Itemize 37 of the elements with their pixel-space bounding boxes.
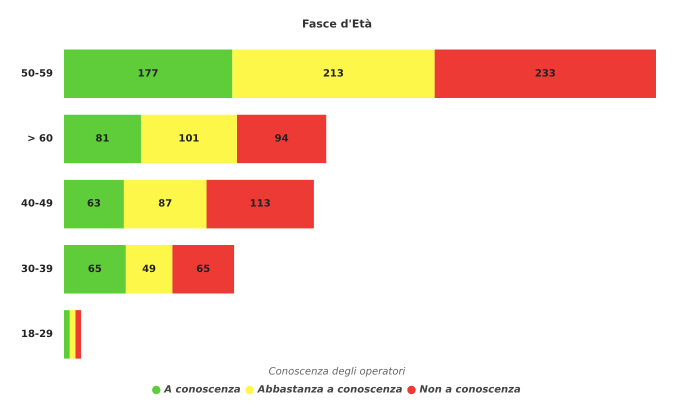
bar [64,180,124,228]
bar [434,50,656,98]
data-label: 233 [534,68,556,80]
chart-title: Fasce d'Età [302,17,372,30]
data-label: 94 [274,134,289,145]
y-tick-label: 50-59 [21,68,54,80]
y-tick-label: > 60 [27,134,54,145]
legend-label: Abbastanza a conoscenza [256,384,403,396]
data-label: 49 [142,264,156,275]
bar [64,114,141,164]
data-label: 213 [322,68,344,80]
data-label: 65 [196,264,210,275]
bar [64,245,126,294]
legend-label: A conoscenza [163,384,241,396]
bar [124,180,207,228]
y-tick-label: 18-29 [21,329,54,340]
data-label: 63 [86,198,101,210]
bar [206,180,314,228]
data-label: 101 [178,134,200,145]
bar [75,310,82,359]
bar [172,245,234,294]
y-tick-label: 30-39 [21,264,54,275]
legend-title: Conoscenza degli operatori [268,366,406,378]
data-label: 81 [96,134,110,145]
data-label: 177 [138,68,159,80]
bar [140,114,237,164]
bar [232,50,435,98]
bar [70,310,76,359]
bar [64,310,70,359]
legend-label: Non a conoscenza [419,384,521,396]
data-label: 113 [250,198,271,210]
bar [236,114,326,164]
bar [126,245,172,294]
y-tick-label: 40-49 [21,198,54,210]
bar [64,50,232,98]
data-label: 65 [88,264,102,275]
data-label: 87 [158,198,172,210]
